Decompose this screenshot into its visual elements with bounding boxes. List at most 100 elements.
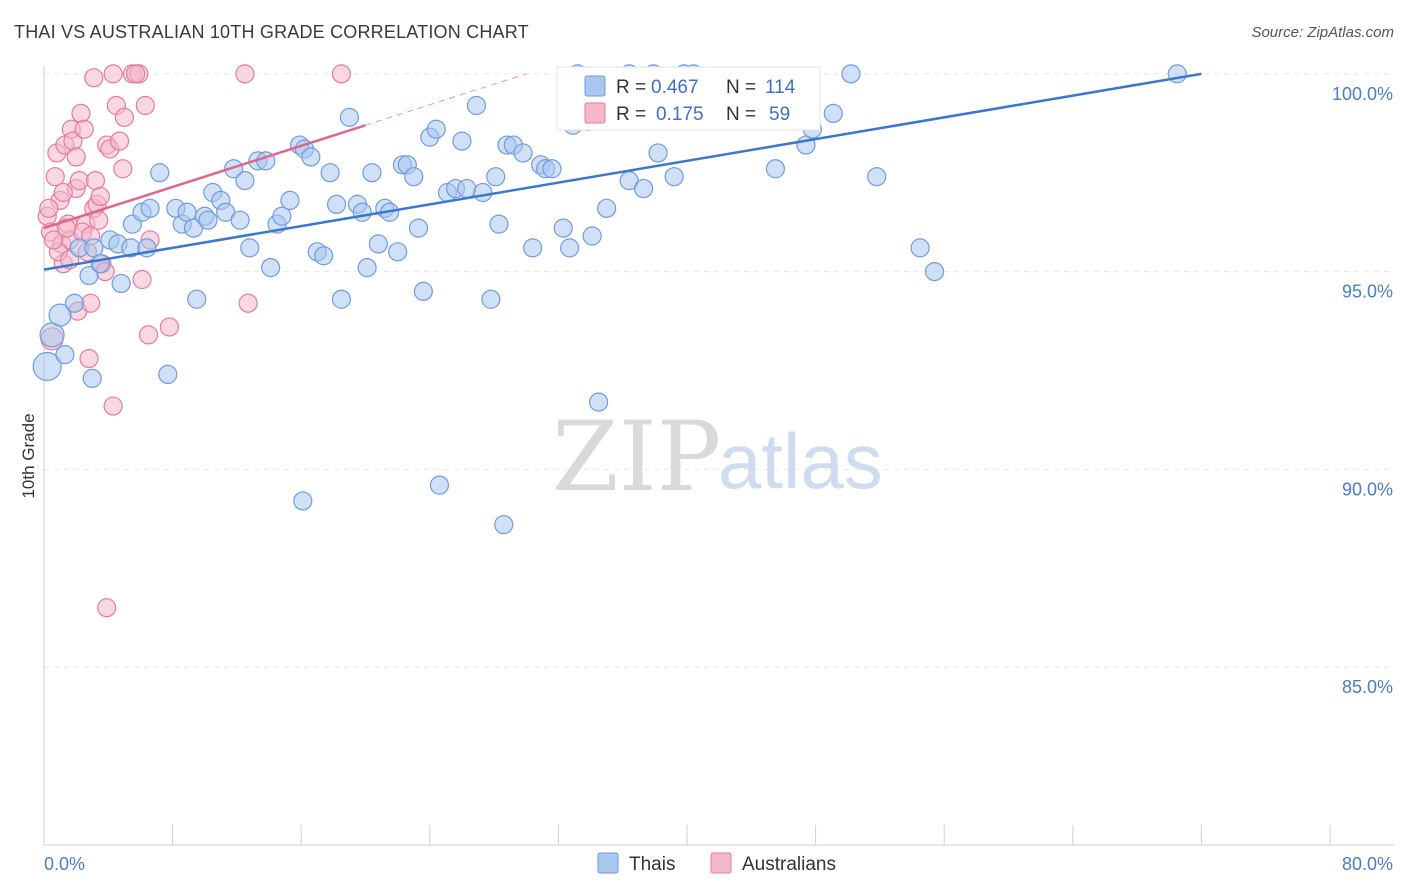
thais-point <box>466 95 487 116</box>
australians-points <box>37 64 351 618</box>
australians-point <box>71 103 91 124</box>
thais-point <box>293 491 313 511</box>
thais-point <box>198 210 218 230</box>
australians-point <box>103 396 123 416</box>
thais-point <box>187 289 207 309</box>
thais-point <box>183 218 204 238</box>
source-label: Source: ZipAtlas.com <box>1251 24 1394 41</box>
watermark-zip: ZIP <box>552 401 721 513</box>
thais-point <box>597 198 617 218</box>
australians-point <box>79 348 99 369</box>
thais-point <box>64 293 85 313</box>
legend-thais-label: Thais <box>629 854 675 875</box>
thais-point <box>664 167 684 187</box>
thais-point <box>648 143 668 163</box>
australians-point <box>114 107 134 127</box>
thais-point <box>765 159 786 179</box>
australians-point <box>132 269 152 290</box>
australians-n-value: 59 <box>769 104 790 125</box>
legend-australians-label: Australians <box>742 854 836 875</box>
australians-n-label: N = <box>726 104 756 125</box>
x-tick-label: 80.0% <box>1342 854 1393 874</box>
australians-point <box>85 171 106 191</box>
australians-point <box>81 293 101 313</box>
thais-point <box>331 289 351 309</box>
trend-lines <box>43 72 1202 271</box>
australians-point <box>84 68 104 88</box>
y-tick-label: 95.0% <box>1342 282 1393 302</box>
thais-point <box>90 254 110 274</box>
australians-trend-line <box>43 124 366 230</box>
thais-point <box>357 258 377 278</box>
thais-swatch <box>584 75 606 97</box>
thais-point <box>553 218 573 238</box>
thais-n-value: 114 <box>765 77 796 98</box>
thais-point <box>588 392 609 412</box>
australians-point <box>103 64 123 84</box>
legend-thais-swatch <box>597 852 619 874</box>
thais-point <box>924 261 945 282</box>
thais-point <box>82 368 102 388</box>
thais-point <box>542 159 562 179</box>
thais-point <box>368 234 388 254</box>
thais-point <box>301 147 321 167</box>
thais-point <box>388 242 408 262</box>
legend-australians-swatch <box>710 852 732 874</box>
thais-point <box>240 238 260 258</box>
y-axis-title: 10th Grade <box>19 413 38 498</box>
australians-point <box>235 64 255 84</box>
australians-r-value: 0.175 <box>656 104 704 125</box>
thais-point <box>261 258 281 278</box>
thais-point <box>457 178 477 199</box>
x-tick-label: 0.0% <box>44 854 85 874</box>
thais-point <box>140 198 160 218</box>
thais-point <box>426 119 446 139</box>
y-tick-label: 90.0% <box>1342 479 1393 499</box>
australians-point <box>97 598 117 618</box>
watermark: ZIP atlas <box>552 401 883 513</box>
thais-point <box>486 167 506 187</box>
australians-point <box>39 198 59 218</box>
thais-trend-line <box>43 72 1202 271</box>
thais-r-value: 0.467 <box>651 77 699 98</box>
thais-point <box>326 194 347 214</box>
thais-point <box>280 190 300 211</box>
watermark-atlas: atlas <box>718 417 883 505</box>
australians-point <box>238 293 258 313</box>
x-tick-labels: 0.0% 80.0% <box>44 854 1393 874</box>
thais-point <box>823 103 843 124</box>
thais-point <box>473 182 493 203</box>
thais-point <box>216 202 236 222</box>
thais-point <box>314 246 334 266</box>
thais-point <box>408 218 429 238</box>
australians-point <box>45 167 65 187</box>
australians-point <box>74 119 94 139</box>
thais-point <box>404 167 424 187</box>
thais-point <box>352 202 372 222</box>
y-tick-label: 85.0% <box>1342 677 1393 697</box>
thais-point <box>910 238 930 258</box>
thais-point <box>158 364 178 385</box>
thais-point <box>841 64 861 84</box>
australians-point <box>138 325 159 345</box>
thais-point <box>150 163 170 183</box>
thais-point <box>235 171 255 191</box>
australians-point <box>159 317 179 337</box>
australians-point <box>44 230 64 250</box>
stats-legend: R = 0.467 N = 114 R = 0.175 N = 59 <box>556 66 821 131</box>
thais-point <box>48 303 72 327</box>
australians-point <box>331 64 351 84</box>
thais-point <box>867 167 887 187</box>
thais-point <box>413 281 433 301</box>
thais-point <box>32 351 62 382</box>
australians-point <box>109 131 130 151</box>
thais-point <box>339 107 360 127</box>
thais-n-label: N = <box>726 77 756 98</box>
australians-point <box>135 95 155 116</box>
thais-point <box>494 515 514 535</box>
thais-point <box>481 289 501 309</box>
thais-r-label: R = <box>616 77 646 98</box>
thais-point <box>513 143 533 163</box>
thais-point <box>272 206 292 226</box>
australians-point <box>53 182 73 203</box>
